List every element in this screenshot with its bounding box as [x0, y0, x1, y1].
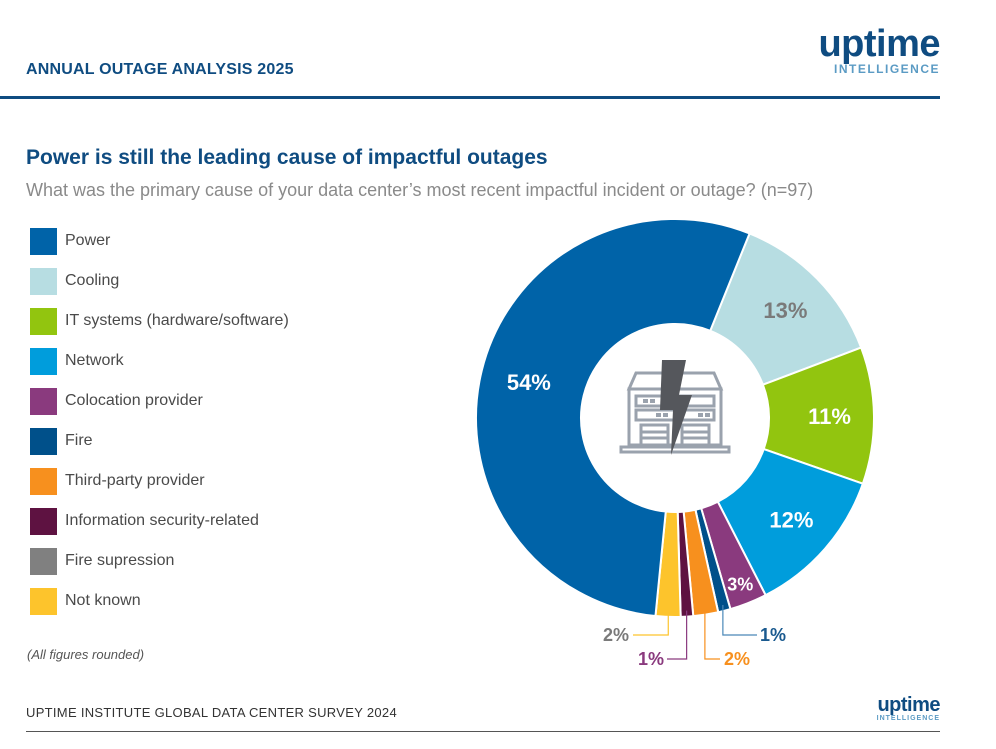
door-slats: [641, 430, 709, 440]
slice-label-network: 12%: [769, 508, 813, 533]
callout-line-fire: [722, 604, 757, 636]
legend-label: Third-party provider: [65, 472, 205, 489]
led: [643, 399, 648, 403]
door-left: [639, 423, 670, 447]
callout-line-not-known: [633, 610, 669, 636]
report-title: ANNUAL OUTAGE ANALYSIS 2025: [26, 61, 294, 78]
legend-label: Power: [65, 232, 111, 249]
legend-swatch: [30, 268, 57, 295]
slice-label-colocation-provider: 3%: [727, 575, 753, 595]
slice-label-it-systems-hardware-software: 11%: [808, 404, 851, 429]
led: [656, 413, 661, 417]
donut-slices: [475, 218, 875, 618]
legend-label: Not known: [65, 592, 141, 609]
slice-label-information-security-related: 1%: [638, 649, 664, 669]
lightning-bolt-icon: [660, 360, 692, 455]
data-center-power-outage-icon: [619, 360, 731, 455]
legend-label: Cooling: [65, 272, 120, 289]
legend-label: Colocation provider: [65, 392, 203, 409]
callout-line-information-security-related: [667, 610, 688, 660]
legend-label: Network: [65, 352, 124, 369]
legend-label: Information security-related: [65, 512, 259, 529]
led: [663, 413, 668, 417]
slice-label-power: 54%: [507, 370, 551, 395]
callout-lines: [633, 604, 757, 660]
legend-swatch: [30, 428, 57, 455]
logo-word: uptime: [877, 694, 940, 716]
slice-label-fire: 1%: [760, 625, 786, 645]
slice-label-third-party-provider: 2%: [724, 649, 750, 669]
door-right: [680, 423, 711, 447]
legend-swatch: [30, 348, 57, 375]
led: [705, 413, 710, 417]
legend-swatch: [30, 508, 57, 535]
legend-swatch: [30, 548, 57, 575]
legend-swatch: [30, 588, 57, 615]
legend-label: Fire supression: [65, 552, 175, 569]
legend-label: IT systems (hardware/software): [65, 312, 289, 329]
uptime-logo-footer: uptime INTELLIGENCE: [876, 694, 941, 723]
legend-label: Fire: [65, 432, 93, 449]
slice-power: [475, 218, 751, 618]
led: [698, 413, 703, 417]
rounding-note: (All figures rounded): [27, 647, 145, 662]
legend-swatch: [30, 388, 57, 415]
logo-sub: INTELLIGENCE: [833, 62, 940, 76]
slice-label-cooling: 13%: [763, 298, 807, 323]
slice-label-not-known: 2%: [603, 625, 629, 645]
footer-source: UPTIME INSTITUTE GLOBAL DATA CENTER SURV…: [26, 705, 397, 720]
base-platform: [619, 445, 731, 454]
led: [650, 399, 655, 403]
slice-labels: 54% 13% 11% 12% 3% 1% 2% 1% 2%: [507, 298, 851, 669]
callout-line-third-party-provider: [704, 608, 720, 660]
uptime-logo: uptime INTELLIGENCE: [818, 23, 940, 76]
logo-sub: INTELLIGENCE: [876, 715, 940, 722]
logo-word: uptime: [818, 23, 940, 65]
chart-title: Power is still the leading cause of impa…: [26, 146, 548, 169]
legend-swatch: [30, 308, 57, 335]
footer-divider: [26, 731, 940, 732]
chart-subtitle: What was the primary cause of your data …: [26, 180, 814, 200]
legend-swatch: [30, 228, 57, 255]
header-divider: [0, 96, 940, 99]
legend-swatch: [30, 468, 57, 495]
